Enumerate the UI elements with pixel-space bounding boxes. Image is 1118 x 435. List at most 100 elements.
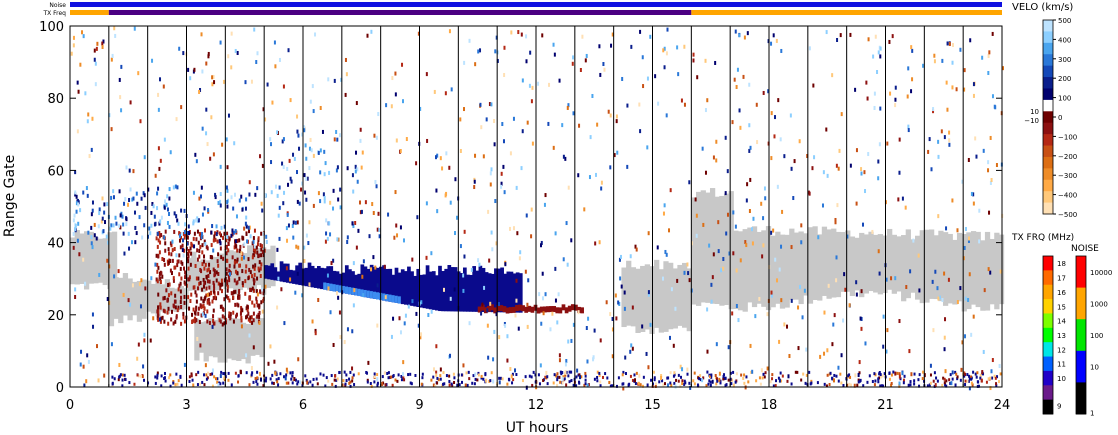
echo-cell [898,319,901,324]
txfreq-colorbar-cell [1043,299,1053,314]
echo-cell [151,201,154,206]
echo-cell [710,299,713,304]
echo-cell [985,380,988,384]
echo-cell [987,377,990,381]
echo-cell [186,230,189,235]
echo-cell [140,196,143,201]
echo-cell [291,374,294,378]
echo-cell [230,383,233,387]
echo-cell [124,197,127,202]
echo-cell [276,130,279,135]
echo-cell [355,101,358,106]
echo-cell [665,51,668,56]
echo-cell [283,190,286,195]
echo-cell [941,58,944,63]
echo-cell [707,382,710,386]
echo-cell [172,276,175,281]
echo-cell [858,371,861,375]
echo-cell [882,344,885,349]
echo-cell [396,379,399,383]
echo-cell [75,201,78,206]
echo-cell [474,62,477,67]
echo-cell [745,375,748,379]
scatter-column [88,231,94,284]
echo-cell [236,50,239,55]
echo-cell [135,231,138,236]
echo-cell [641,324,644,329]
echo-cell [138,215,141,220]
echo-cell [212,248,215,253]
echo-cell [608,380,611,384]
echo-cell [617,300,620,305]
echo-cell [234,371,237,375]
echo-cell [256,186,259,191]
echo-cell [771,373,774,377]
band-edge [332,284,337,292]
echo-cell [917,253,920,258]
txfreq-bar-label: TX Freq [42,10,66,17]
echo-cell [445,151,448,156]
band-column [481,267,486,312]
echo-cell [72,231,75,236]
echo-cell [693,371,696,375]
echo-cell [226,188,229,193]
echo-cell [204,295,207,300]
band-column [447,265,452,312]
echo-cell [159,240,162,245]
echo-cell [552,42,555,47]
band-edge [511,306,516,313]
echo-cell [485,117,488,122]
echo-cell [301,181,304,186]
echo-cell [249,315,252,320]
echo-cell [932,379,935,383]
echo-cell [329,310,332,315]
scatter-column [989,238,995,305]
echo-cell [207,371,210,375]
echo-cell [282,137,285,142]
band-column [450,267,455,312]
echo-cell [724,135,727,140]
echo-cell [255,380,258,384]
echo-cell [575,375,578,379]
echo-cell [886,141,889,146]
band-edge [527,305,532,312]
band-column [351,271,355,295]
echo-cell [112,189,115,194]
echo-cell [999,269,1002,274]
echo-cell [156,206,159,211]
echo-cell [728,251,731,256]
echo-cell [178,46,181,51]
echo-cell [227,241,230,246]
echo-cell [156,371,159,375]
scatter-column [915,235,921,300]
scatter-column [169,287,175,312]
scatter-column [217,317,223,363]
echo-cell [143,155,146,160]
echo-cell [508,226,511,231]
echo-cell [832,322,835,327]
echo-cell [585,53,588,58]
scatter-column [195,261,202,291]
scatter-column [709,188,716,304]
echo-cell [556,378,559,382]
echo-cell [174,319,177,324]
echo-cell [425,255,428,260]
echo-cell [82,34,85,39]
echo-cell [540,321,543,326]
band-edge [323,282,327,290]
band-column [428,271,433,310]
echo-cell [112,223,115,228]
echo-cell [204,313,207,318]
echo-cell [898,137,901,142]
echo-cell [252,236,255,241]
echo-cell [866,380,869,384]
band-column [304,267,309,287]
echo-cell [890,276,893,281]
band-column [270,263,275,280]
echo-cell [586,383,589,388]
echo-cell [192,190,195,195]
echo-cell [239,311,242,316]
echo-cell [890,383,893,387]
band-column [360,264,365,297]
echo-cell [981,370,984,375]
